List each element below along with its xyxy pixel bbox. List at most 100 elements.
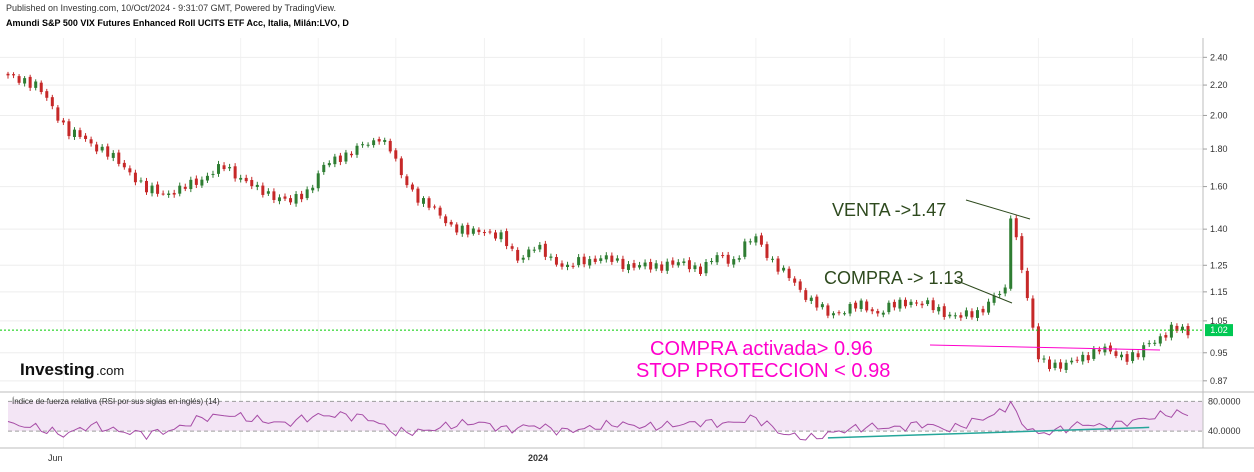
ytick-label: 0.95 — [1210, 348, 1228, 358]
candle — [510, 243, 514, 252]
candle — [759, 232, 763, 247]
candle — [394, 148, 398, 162]
candle — [820, 302, 824, 310]
candle — [505, 228, 509, 250]
ytick-label: 1.05 — [1210, 316, 1228, 326]
compra-activada-line — [929, 344, 1161, 351]
rsi-line — [7, 400, 1189, 441]
candle — [698, 263, 702, 276]
candle — [848, 302, 852, 317]
candle — [460, 223, 464, 237]
candle — [732, 256, 736, 268]
candle — [128, 165, 132, 176]
candle — [156, 181, 160, 197]
candle — [1120, 351, 1124, 361]
rsi-axis-ticks: 80.0000 40.0000 — [1208, 396, 1241, 436]
ytick-label: 2.40 — [1210, 52, 1228, 62]
ytick-label: 1.80 — [1210, 144, 1228, 154]
candle — [383, 137, 387, 145]
candle — [1075, 356, 1079, 363]
candle — [200, 176, 204, 188]
annotation-venta: VENTA ->1.47 — [832, 200, 946, 220]
candle — [676, 259, 680, 268]
candle — [771, 256, 775, 263]
candle — [167, 190, 171, 198]
ytick-label: 2.20 — [1210, 80, 1228, 90]
candle — [1064, 359, 1068, 373]
ytick-label: 1.25 — [1210, 260, 1228, 270]
candle — [859, 298, 863, 312]
candle — [89, 136, 93, 147]
candle — [582, 253, 586, 268]
candle — [870, 307, 874, 315]
candle — [183, 183, 187, 192]
candle — [72, 127, 76, 140]
chart-title: Amundi S&P 500 VIX Futures Enhanced Roll… — [6, 18, 349, 28]
candle — [277, 194, 281, 205]
candle — [715, 252, 719, 265]
candle — [106, 143, 110, 160]
candle — [527, 246, 531, 261]
candle — [338, 152, 342, 166]
candle — [144, 177, 148, 195]
candle — [671, 257, 675, 268]
candle — [433, 204, 437, 210]
last-price-label: 1.02 — [1205, 324, 1233, 337]
rsi-trendline — [827, 426, 1150, 439]
candle — [377, 136, 381, 145]
candle — [516, 247, 520, 264]
candle — [854, 300, 858, 312]
candle — [471, 226, 475, 236]
candle — [1136, 350, 1140, 360]
candle — [322, 162, 326, 175]
candle — [843, 311, 847, 316]
candle — [588, 255, 592, 269]
candle — [599, 255, 603, 264]
candle — [1158, 333, 1162, 347]
candle — [12, 72, 16, 79]
candle — [1131, 349, 1135, 364]
candle — [250, 176, 254, 190]
venta-pointer-line — [965, 199, 1031, 220]
candle — [17, 74, 21, 85]
xlabel-jun: Jun — [48, 453, 63, 463]
candle — [39, 80, 43, 95]
candle — [100, 144, 104, 153]
horizontal-gridlines — [0, 56, 1203, 382]
ytick-label: 2.00 — [1210, 110, 1228, 120]
candle — [78, 127, 82, 139]
candle — [189, 176, 193, 193]
svg-text:1.02: 1.02 — [1210, 325, 1228, 335]
candle — [1031, 295, 1035, 330]
candle — [150, 182, 154, 197]
candle — [804, 287, 808, 303]
candle — [1180, 324, 1184, 334]
candle — [942, 303, 946, 320]
candle — [1048, 356, 1052, 372]
candle — [1053, 359, 1057, 371]
candle — [222, 162, 226, 172]
candle — [499, 229, 503, 243]
candle — [892, 299, 896, 311]
candle — [289, 195, 293, 205]
candle — [1186, 323, 1190, 339]
candle — [95, 141, 99, 155]
candle — [67, 118, 71, 140]
candle — [84, 133, 88, 142]
candle — [1114, 348, 1118, 359]
candle — [482, 229, 486, 236]
candle — [361, 141, 365, 148]
candle — [316, 170, 320, 192]
candle — [366, 142, 370, 148]
candle — [721, 252, 725, 259]
candle — [937, 304, 941, 315]
candle — [111, 150, 115, 162]
candle — [593, 255, 597, 265]
candle — [261, 182, 265, 198]
candle — [948, 311, 952, 319]
candle — [228, 163, 232, 172]
candle — [765, 241, 769, 261]
candle — [521, 254, 525, 263]
candle — [748, 238, 752, 245]
